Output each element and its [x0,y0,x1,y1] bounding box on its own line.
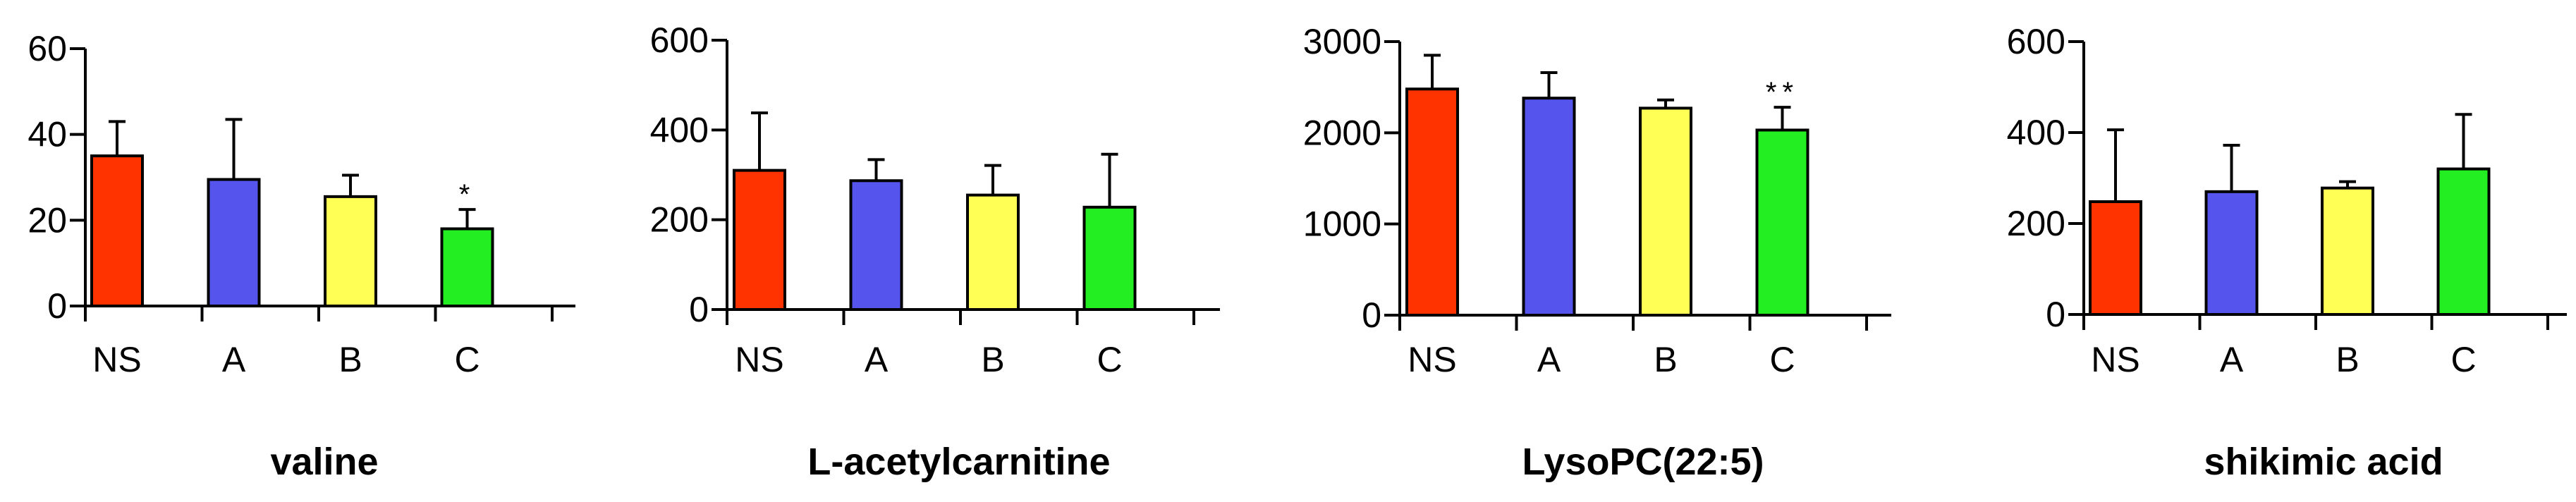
bar-b [2321,186,2374,316]
bar-b [1639,106,1692,317]
y-tick-label: 200 [650,200,709,240]
x-category-label: A [865,340,889,379]
x-category-label: NS [1408,340,1456,379]
x-category-label: NS [735,340,783,379]
x-category-label: B [1654,340,1677,379]
y-tick-label: 600 [2007,22,2065,61]
bar-ns [1405,87,1459,317]
bar-a [849,179,903,311]
chart-title: valine [270,441,378,483]
x-category-label: B [981,340,1004,379]
bar-c [440,227,494,307]
x-category-label: C [2450,340,2476,379]
bar-c [2436,167,2491,316]
y-tick-label: 2000 [1303,113,1381,152]
chart-title: shikimic acid [2204,441,2443,483]
significance-annotation: * [459,179,476,210]
x-category-label: B [338,340,362,379]
chart-title: L-acetylcarnitine [807,441,1110,483]
x-category-label: A [1537,340,1561,379]
bar-a [207,178,261,307]
significance-annotation: ** [1766,77,1799,108]
y-tick-label: 3000 [1303,22,1381,61]
bar-ns [2089,200,2142,317]
chart-panel: 0 20 40 60 NS A B C * valine [28,29,575,483]
y-tick-label: 0 [2046,295,2065,334]
bar-a [2204,190,2259,316]
bar-c [1755,128,1809,317]
x-category-label: B [2336,340,2359,379]
y-tick-label: 400 [2007,113,2065,152]
bar-ns [733,169,786,311]
chart-panel: 0 200 400 600 NS A B C L-acetylcarnitine [650,20,1220,483]
y-tick-label: 0 [47,286,67,326]
y-tick-label: 600 [650,20,709,60]
bar-b [966,193,1020,311]
y-tick-label: 60 [28,29,67,68]
x-category-label: C [1097,340,1122,379]
charts-root: 0 20 40 60 NS A B C * valine 0 200 400 600 NS A B C L-acet… [28,20,2567,483]
x-category-label: NS [92,340,141,379]
x-category-label: C [1769,340,1795,379]
y-tick-label: 0 [689,290,709,329]
x-category-label: C [454,340,480,379]
y-tick-label: 20 [28,200,67,240]
bar-a [1522,97,1576,317]
bar-b [324,195,377,307]
y-tick-label: 200 [2007,204,2065,243]
chart-title: LysoPC(22:5) [1522,441,1764,483]
bar-c [1082,205,1137,311]
y-tick-label: 40 [28,115,67,154]
chart-panel: 0 1000 2000 3000 NS A B C ** LysoPC(22:5) [1303,22,1891,483]
y-tick-label: 0 [1362,295,1381,335]
y-tick-label: 400 [650,110,709,149]
x-category-label: A [2220,340,2244,379]
y-tick-label: 1000 [1303,204,1381,244]
bar-ns [90,154,144,307]
x-category-label: A [222,340,246,379]
x-category-label: NS [2091,340,2139,379]
